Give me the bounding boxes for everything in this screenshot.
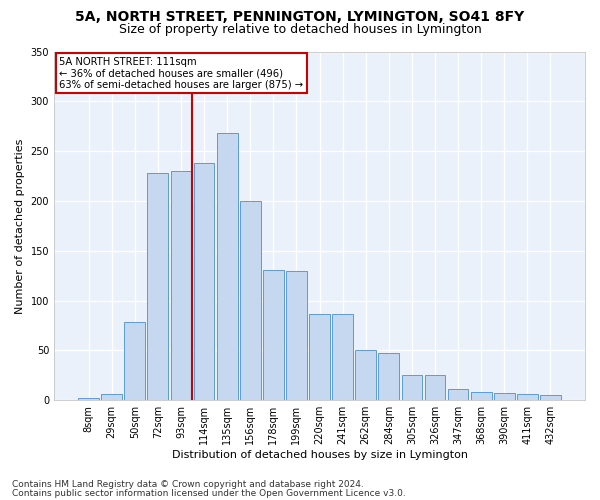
- Bar: [309, 314, 330, 400]
- Bar: [355, 350, 376, 400]
- Bar: [240, 201, 260, 400]
- Bar: [540, 395, 561, 400]
- Bar: [286, 270, 307, 400]
- Bar: [401, 376, 422, 400]
- Bar: [101, 394, 122, 400]
- Bar: [425, 376, 445, 400]
- Bar: [148, 173, 168, 400]
- Text: 5A, NORTH STREET, PENNINGTON, LYMINGTON, SO41 8FY: 5A, NORTH STREET, PENNINGTON, LYMINGTON,…: [76, 10, 524, 24]
- Text: Contains public sector information licensed under the Open Government Licence v3: Contains public sector information licen…: [12, 489, 406, 498]
- Text: 5A NORTH STREET: 111sqm
← 36% of detached houses are smaller (496)
63% of semi-d: 5A NORTH STREET: 111sqm ← 36% of detache…: [59, 56, 304, 90]
- Y-axis label: Number of detached properties: Number of detached properties: [15, 138, 25, 314]
- Bar: [494, 393, 515, 400]
- Bar: [124, 322, 145, 400]
- Bar: [263, 270, 284, 400]
- Bar: [170, 171, 191, 400]
- Bar: [448, 389, 469, 400]
- Bar: [78, 398, 99, 400]
- Bar: [471, 392, 491, 400]
- Bar: [379, 354, 399, 400]
- Bar: [194, 163, 214, 400]
- Bar: [332, 314, 353, 400]
- Bar: [217, 133, 238, 400]
- Bar: [517, 394, 538, 400]
- Text: Size of property relative to detached houses in Lymington: Size of property relative to detached ho…: [119, 22, 481, 36]
- Text: Contains HM Land Registry data © Crown copyright and database right 2024.: Contains HM Land Registry data © Crown c…: [12, 480, 364, 489]
- X-axis label: Distribution of detached houses by size in Lymington: Distribution of detached houses by size …: [172, 450, 467, 460]
